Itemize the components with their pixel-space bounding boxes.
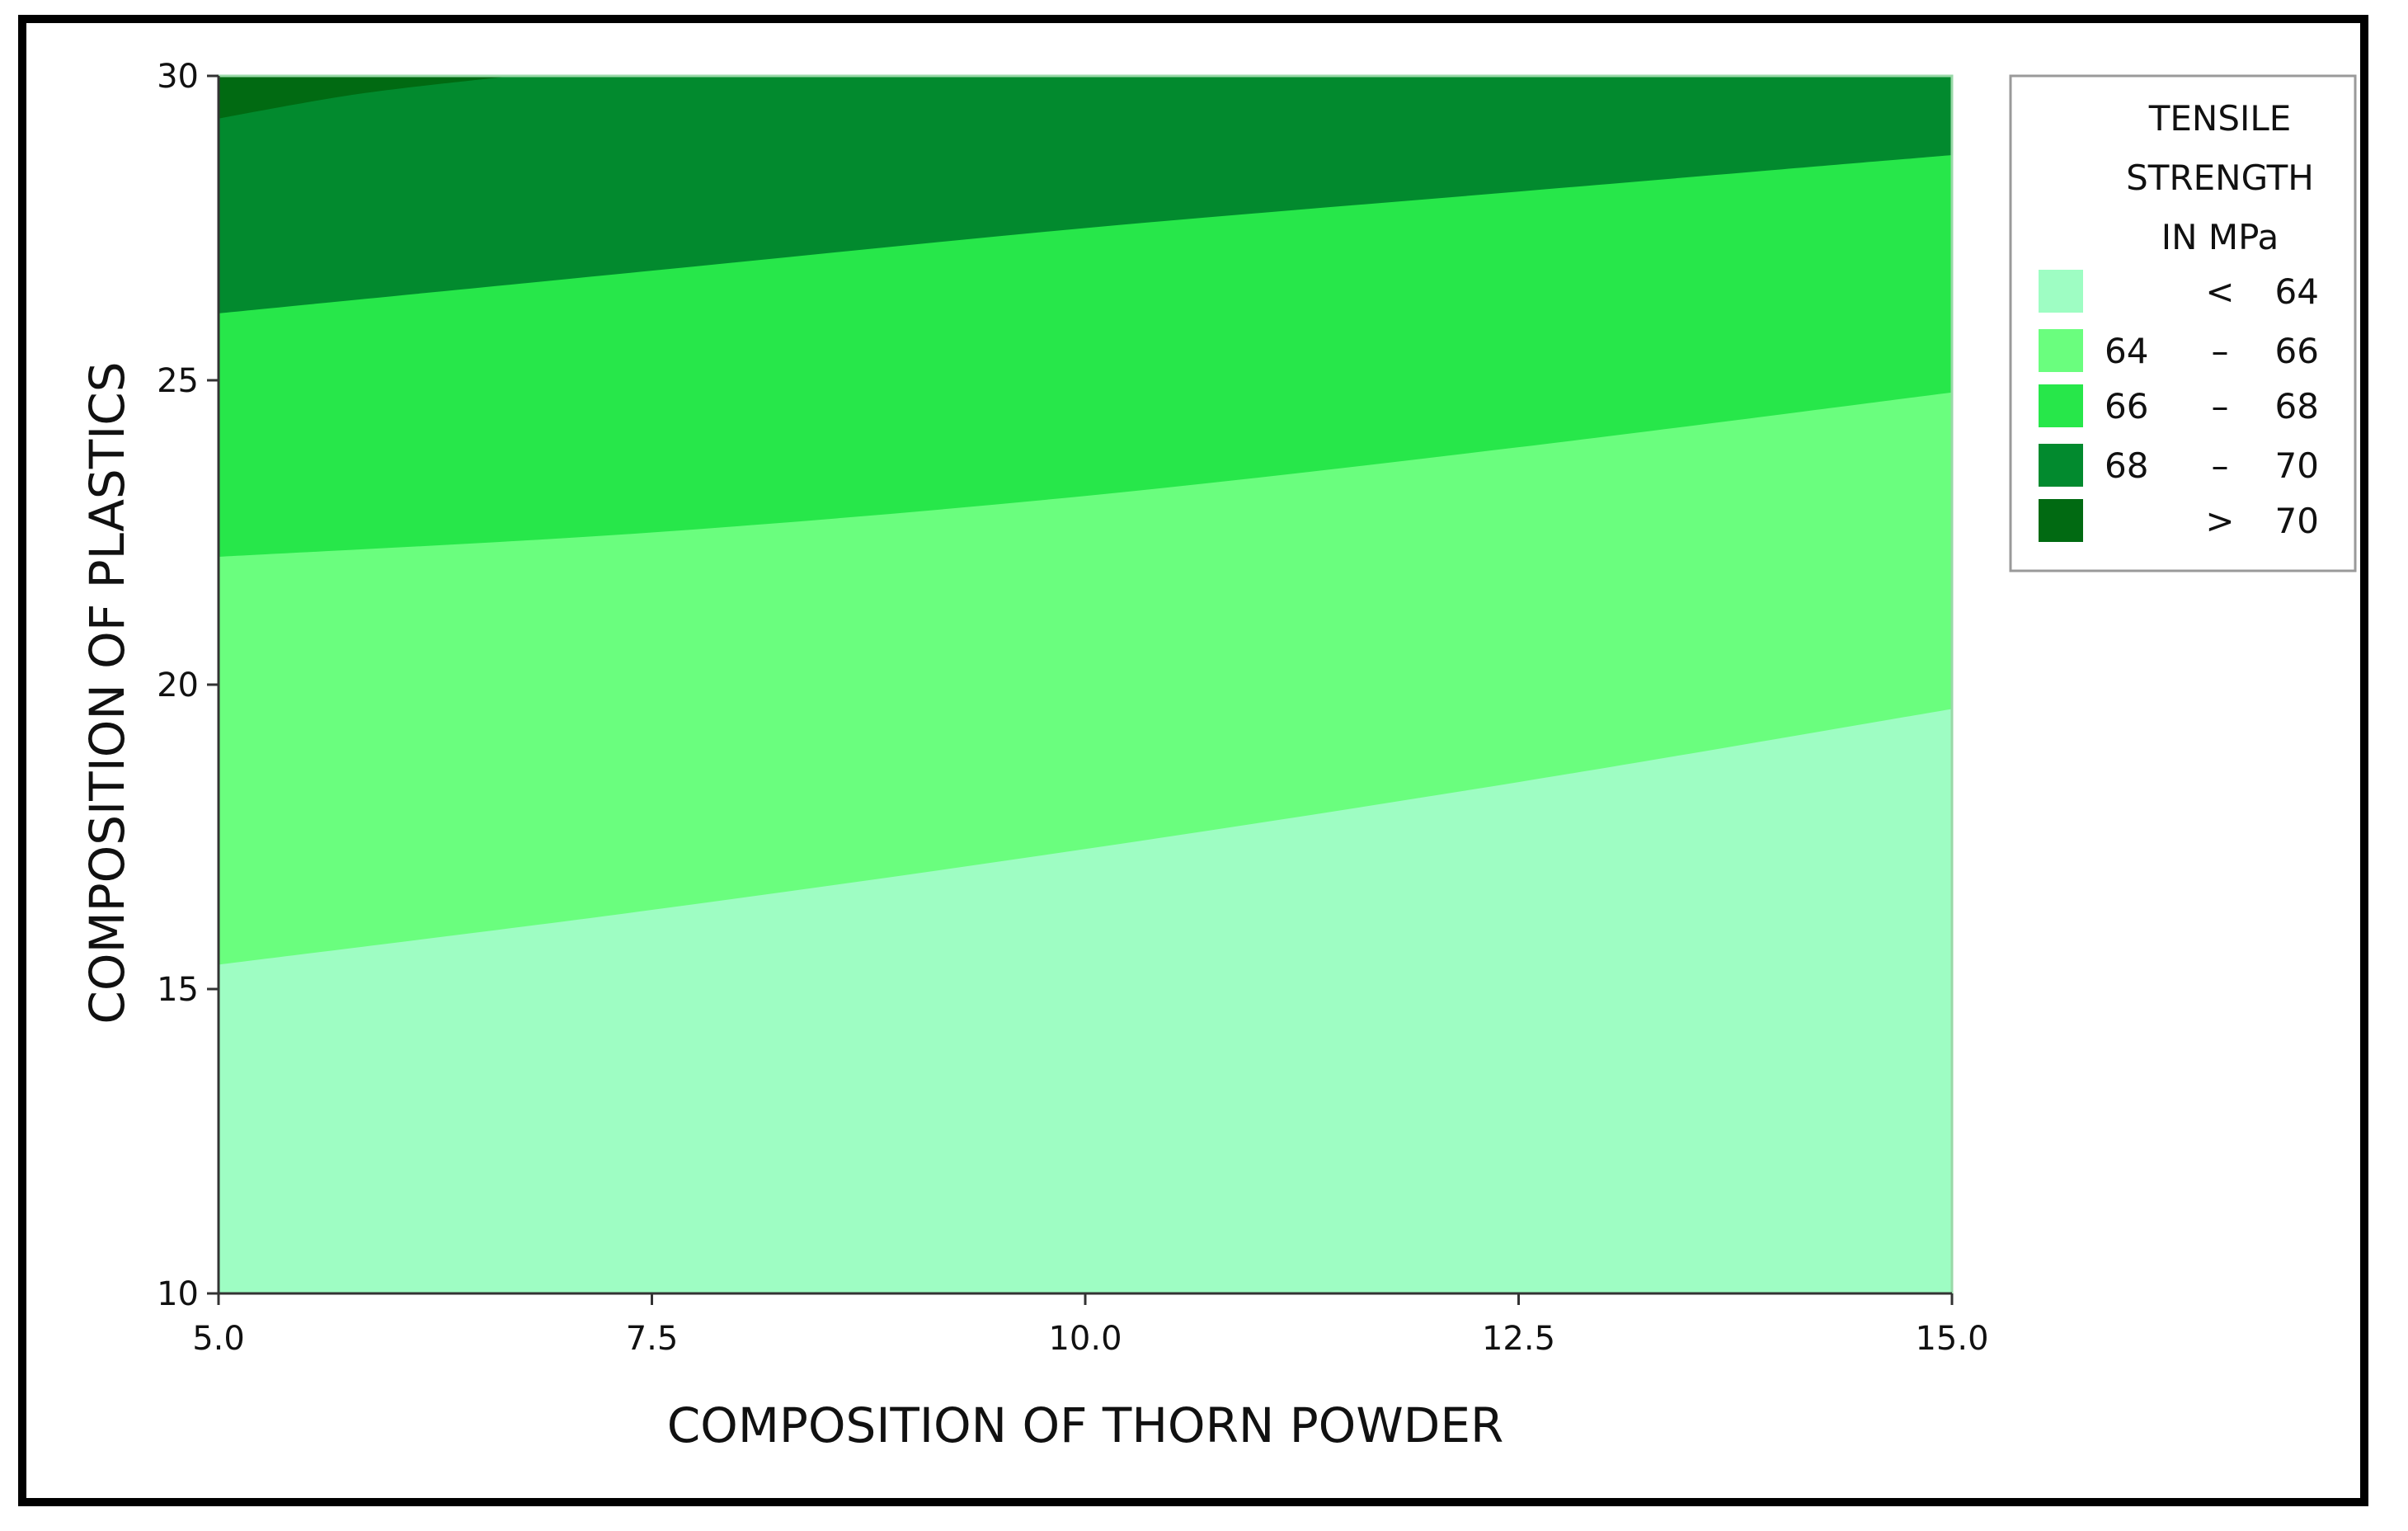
legend-entry-operator: > xyxy=(2205,501,2234,541)
legend-entry-high: 68 xyxy=(2275,386,2319,426)
legend-title-line: TENSILE xyxy=(2148,98,2292,139)
region-lt-64 xyxy=(219,709,1952,1293)
legend-entry-operator: – xyxy=(2212,445,2229,486)
legend-swatch xyxy=(2039,270,2083,313)
legend-title-line: IN MPa xyxy=(2161,217,2279,257)
y-tick-label: 10 xyxy=(157,1275,199,1313)
x-tick-label: 10.0 xyxy=(1048,1320,1122,1358)
legend-entry-low: 68 xyxy=(2105,445,2148,486)
contour-chart: 5.0 7.5 10.0 12.5 15.0 10 15 20 25 30 COMPOSITIO… xyxy=(79,58,2357,1453)
y-axis-ticks: 10 15 20 25 30 xyxy=(157,58,219,1313)
legend-entry-low: 64 xyxy=(2105,331,2148,371)
x-tick-label: 7.5 xyxy=(626,1320,679,1358)
x-axis-label: COMPOSITION OF THORN POWDER xyxy=(667,1397,1504,1453)
legend-entry-high: 66 xyxy=(2275,331,2319,371)
y-tick-label: 15 xyxy=(157,971,199,1009)
legend-swatch xyxy=(2039,384,2083,427)
legend-entry-high: 64 xyxy=(2275,271,2319,312)
legend-title-line: STRENGTH xyxy=(2126,158,2314,198)
legend: TENSILE STRENGTH IN MPa < 64 64 – 66 66 – 68 68 – 70 >… xyxy=(2009,74,2357,572)
legend-box xyxy=(2009,74,2357,572)
chart-frame: 5.0 7.5 10.0 12.5 15.0 10 15 20 25 30 COMPOSITIO… xyxy=(18,15,2368,1506)
y-tick-label: 20 xyxy=(157,667,199,704)
legend-swatch xyxy=(2039,499,2083,542)
legend-swatch xyxy=(2039,444,2083,487)
y-tick-label: 30 xyxy=(157,58,199,96)
legend-entry-operator: < xyxy=(2205,271,2234,312)
legend-swatch xyxy=(2039,329,2083,372)
legend-entry-high: 70 xyxy=(2275,445,2319,486)
x-tick-label: 15.0 xyxy=(1915,1320,1988,1358)
x-tick-label: 5.0 xyxy=(192,1320,245,1358)
y-axis-label: COMPOSITION OF PLASTICS xyxy=(79,361,135,1024)
x-tick-label: 12.5 xyxy=(1482,1320,1555,1358)
legend-entry-high: 70 xyxy=(2275,501,2319,541)
legend-entry-operator: – xyxy=(2212,331,2229,371)
legend-entry-low: 66 xyxy=(2105,386,2148,426)
legend-entry-operator: – xyxy=(2212,386,2229,426)
contour-regions xyxy=(219,76,1952,1294)
y-tick-label: 25 xyxy=(157,362,199,400)
x-axis-ticks: 5.0 7.5 10.0 12.5 15.0 xyxy=(192,1293,1989,1358)
